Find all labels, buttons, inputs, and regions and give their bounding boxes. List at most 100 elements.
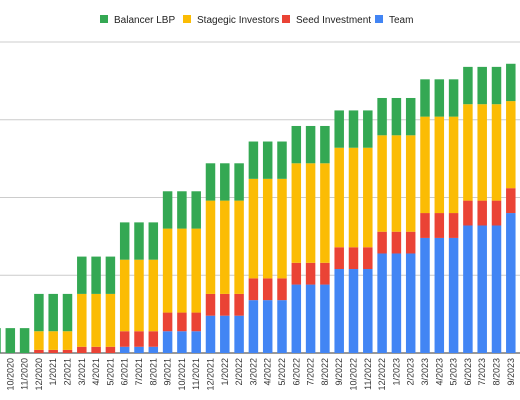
bar-segment-balancer-lbp bbox=[420, 79, 430, 117]
bar-segment-balancer-lbp bbox=[320, 125, 330, 164]
bar-segment-balancer-lbp bbox=[448, 79, 459, 117]
x-tick-label: 5/2023 bbox=[449, 358, 459, 386]
bar-segment-balancer-lbp bbox=[234, 163, 244, 201]
bar-segment-balancer-lbp bbox=[491, 66, 502, 105]
bar-segment-stagegic-investors bbox=[91, 293, 101, 347]
bar-segment-stagegic-investors bbox=[491, 104, 502, 201]
bar-segment-balancer-lbp bbox=[62, 293, 73, 332]
bar-segment-team bbox=[191, 331, 201, 353]
legend-swatch bbox=[282, 15, 290, 23]
x-tick-label: 10/2021 bbox=[177, 358, 187, 391]
bar-segment-balancer-lbp bbox=[377, 97, 387, 136]
bar-segment-stagegic-investors bbox=[277, 178, 287, 279]
gridlines bbox=[0, 41, 520, 354]
bar-segment-team bbox=[334, 269, 344, 353]
bar-segment-stagegic-investors bbox=[191, 228, 201, 313]
x-tick-label: 1/2022 bbox=[220, 358, 230, 386]
bar-segment-seed-investment bbox=[305, 262, 316, 285]
bar-segment-balancer-lbp bbox=[105, 256, 116, 294]
bar-segment-team bbox=[506, 213, 516, 353]
bar-segment-balancer-lbp bbox=[477, 66, 487, 105]
x-tick-label: 11/2021 bbox=[191, 358, 201, 390]
bar-segment-seed-investment bbox=[291, 262, 302, 285]
bar-segment-seed-investment bbox=[234, 293, 244, 316]
x-axis-ticks: 9/2020 10/2020 11/2020 12/2020 1/2021 2/2021 3… bbox=[0, 358, 516, 391]
x-tick-label: 4/2022 bbox=[263, 358, 273, 386]
x-tick-label: 7/2021 bbox=[134, 358, 144, 386]
bar-segment-balancer-lbp bbox=[291, 125, 302, 164]
bar-segment-balancer-lbp bbox=[262, 141, 273, 179]
bar-segment-stagegic-investors bbox=[77, 293, 87, 347]
bar-segment-stagegic-investors bbox=[363, 147, 373, 248]
legend-swatch bbox=[375, 15, 383, 23]
bar-segment-balancer-lbp bbox=[506, 63, 516, 102]
bar-segment-stagegic-investors bbox=[434, 116, 445, 214]
bar-segment-stagegic-investors bbox=[420, 116, 430, 214]
x-tick-label: 12/2020 bbox=[34, 358, 44, 391]
bar-segment-seed-investment bbox=[162, 312, 173, 332]
bar-segment-balancer-lbp bbox=[391, 97, 402, 136]
bar-segment-team bbox=[477, 225, 487, 353]
bar-segment-seed-investment bbox=[148, 331, 159, 347]
bar-segment-balancer-lbp bbox=[148, 222, 159, 260]
bar-segment-stagegic-investors bbox=[348, 147, 359, 248]
bar-segment-stagegic-investors bbox=[477, 104, 487, 201]
bar-segment-team bbox=[220, 315, 230, 353]
bar-segment-seed-investment bbox=[320, 262, 330, 285]
bar-segment-balancer-lbp bbox=[277, 141, 287, 179]
bar-segment-stagegic-investors bbox=[220, 200, 230, 294]
bar-segment-team bbox=[162, 331, 173, 353]
bar-segment-balancer-lbp bbox=[305, 125, 316, 164]
bar-segment-team bbox=[177, 331, 187, 353]
bar-segment-team bbox=[363, 269, 373, 353]
legend-label: Seed Investment bbox=[296, 15, 371, 26]
bar-segment-seed-investment bbox=[491, 200, 502, 226]
x-tick-label: 3/2022 bbox=[248, 358, 258, 386]
bar-segment-team bbox=[119, 346, 130, 353]
bar-segment-seed-investment bbox=[191, 312, 201, 332]
bar-segment-balancer-lbp bbox=[162, 191, 173, 229]
bar-segment-team bbox=[320, 284, 330, 353]
bar-segment-balancer-lbp bbox=[48, 293, 58, 332]
x-tick-label: 9/2020 bbox=[0, 358, 1, 386]
bar-segment-seed-investment bbox=[134, 331, 144, 347]
x-tick-label: 6/2022 bbox=[291, 358, 301, 386]
bar-segment-stagegic-investors bbox=[320, 163, 330, 263]
bar-segment-seed-investment bbox=[377, 231, 387, 254]
bar-segment-seed-investment bbox=[363, 247, 373, 270]
x-tick-label: 5/2022 bbox=[277, 358, 287, 386]
x-tick-label: 9/2021 bbox=[163, 358, 173, 386]
x-tick-label: 6/2021 bbox=[120, 358, 130, 386]
bar-segment-seed-investment bbox=[119, 331, 130, 347]
bar-segment-seed-investment bbox=[448, 213, 459, 238]
bar-segment-stagegic-investors bbox=[48, 331, 58, 350]
bar-segment-balancer-lbp bbox=[434, 79, 445, 117]
bar-segment-stagegic-investors bbox=[119, 259, 130, 332]
bar-segment-stagegic-investors bbox=[448, 116, 459, 214]
bar-segment-balancer-lbp bbox=[34, 293, 44, 332]
x-tick-label: 1/2021 bbox=[48, 358, 58, 386]
bar-segment-stagegic-investors bbox=[177, 228, 187, 313]
bar-segment-team bbox=[277, 300, 287, 353]
x-tick-label: 9/2023 bbox=[506, 358, 516, 386]
bar-segment-balancer-lbp bbox=[5, 328, 16, 353]
bar-segment-team bbox=[205, 315, 216, 353]
bar-segment-seed-investment bbox=[262, 278, 273, 301]
bar-segment-balancer-lbp bbox=[405, 97, 416, 136]
bar-segment-stagegic-investors bbox=[305, 163, 316, 263]
x-tick-label: 12/2022 bbox=[377, 358, 387, 391]
x-tick-label: 7/2022 bbox=[306, 358, 316, 386]
x-tick-label: 8/2023 bbox=[492, 358, 502, 386]
bar-segment-seed-investment bbox=[434, 213, 445, 238]
bar-segment-stagegic-investors bbox=[377, 135, 387, 232]
bar-segment-stagegic-investors bbox=[506, 101, 516, 189]
bar-segment-seed-investment bbox=[463, 200, 473, 226]
bar-segment-stagegic-investors bbox=[334, 147, 344, 248]
bar-segment-balancer-lbp bbox=[348, 110, 359, 148]
bar-segment-team bbox=[434, 237, 445, 353]
x-tick-label: 2/2022 bbox=[234, 358, 244, 386]
bar-segment-seed-investment bbox=[77, 346, 87, 353]
bar-segment-team bbox=[405, 253, 416, 353]
bar-segment-team bbox=[420, 237, 430, 353]
